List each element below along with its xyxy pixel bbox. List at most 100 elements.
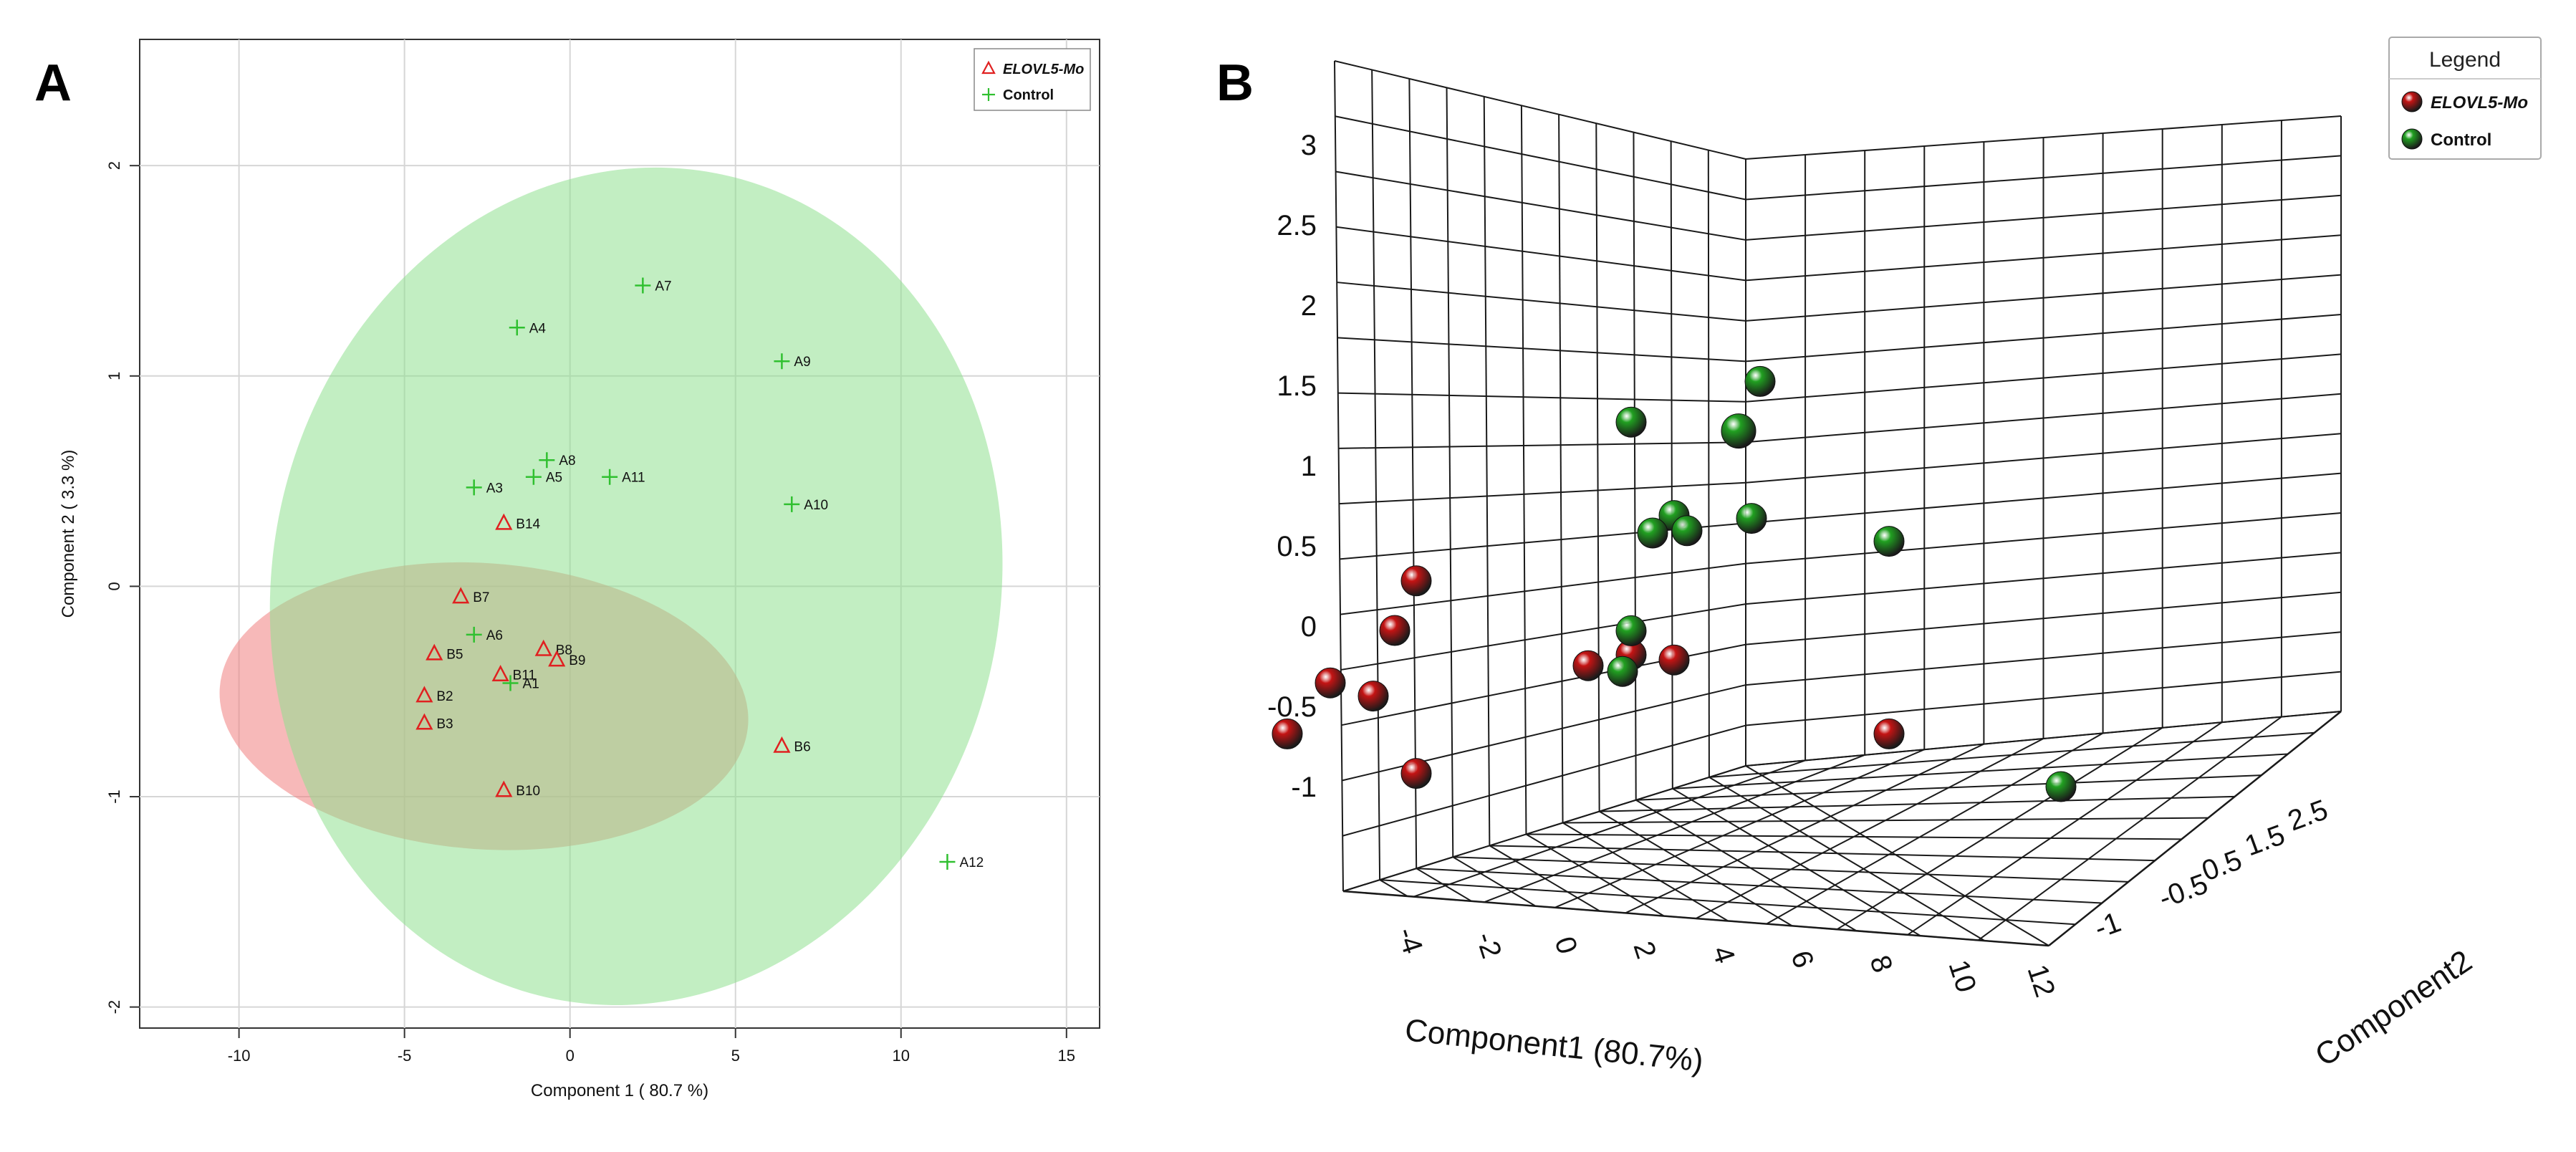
b-left-wall-hline	[1339, 481, 1746, 505]
b-left-wall-hline	[1334, 60, 1746, 160]
b-right-wall-hline	[1745, 433, 2342, 484]
b-floor-line-a	[1525, 833, 1665, 917]
a-point-b2	[415, 686, 433, 703]
b-floor-front-edge	[1342, 890, 2049, 947]
a-point-label-a6: A6	[486, 628, 503, 643]
b-x-tick-label: 0	[1548, 933, 1583, 958]
b-legend-box	[2388, 37, 2542, 160]
b-sphere-control-1	[1615, 406, 1647, 438]
b-sphere-elovl5-mo-4	[1357, 681, 1389, 712]
a-tick-label-y: -1	[105, 789, 123, 804]
b-floor-line-c	[1708, 731, 2315, 778]
b-floor-line-c	[1672, 753, 2288, 789]
a-point-a12	[939, 854, 956, 870]
a-legend-label: ELOVL5-Mo	[1003, 62, 1084, 77]
a-point-a5	[525, 469, 542, 485]
b-sphere-elovl5-mo-5	[1572, 650, 1604, 681]
b-floor-line-a	[1452, 856, 1537, 907]
b-right-wall-hline	[1745, 274, 2342, 322]
b-right-wall-hline	[1745, 552, 2342, 605]
b-x-tick-label: 4	[1706, 942, 1741, 967]
b-sphere-control-8	[1873, 526, 1905, 557]
b-x-tick-label: 6	[1784, 947, 1820, 972]
b-z-tick-label: -1	[1291, 772, 1317, 803]
a-point-b9	[548, 650, 566, 667]
a-point-a9	[774, 353, 790, 370]
a-point-b14	[495, 513, 513, 530]
b-left-wall-hline	[1342, 684, 1746, 782]
b-floor-line-a	[1672, 787, 1921, 937]
panel-b-grid	[1334, 60, 2342, 947]
a-point-a11	[602, 469, 618, 485]
b-floor-line-a	[1745, 765, 2049, 946]
b-z-tick-label: 2	[1301, 290, 1317, 322]
a-point-label-a11: A11	[622, 471, 645, 486]
b-sphere-control-9	[1615, 615, 1647, 646]
b-sphere-elovl5-mo-1	[1400, 565, 1432, 597]
b-left-wall-hline	[1335, 171, 1746, 241]
b-floor-line-a	[1379, 879, 1408, 897]
panel-a-legend: ELOVL5-Mo Control	[974, 48, 1091, 111]
b-left-wall-hline	[1337, 392, 1746, 403]
a-point-label-b3: B3	[436, 716, 453, 731]
a-point-a1	[502, 675, 519, 691]
b-floor-line-b	[1413, 759, 1806, 898]
b-floor-line-b	[1484, 754, 1865, 903]
a-point-a4	[509, 320, 525, 336]
b-floor-line-a	[1599, 810, 1793, 927]
b-floor-line-b	[1554, 749, 1925, 908]
b-floor-line-b	[1342, 765, 1746, 892]
b-floor-line-c	[1453, 856, 2129, 883]
b-sphere-elovl5-mo-8	[1272, 718, 1303, 749]
b-left-wall-vline	[1446, 87, 1454, 858]
b-y-tick-label: 2.5	[2284, 794, 2332, 837]
b-sphere-control-5	[1637, 517, 1668, 549]
b-legend-marker	[2401, 128, 2423, 150]
b-floor-line-c	[1562, 817, 2209, 824]
a-point-b11	[491, 665, 509, 681]
b-left-wall-vline	[1371, 69, 1381, 880]
b-x-tick-label: -2	[1469, 928, 1507, 962]
panel-a-plot-frame	[139, 39, 1100, 1029]
b-right-wall-hline	[1745, 115, 2342, 160]
b-left-wall-vline	[1633, 132, 1637, 800]
a-point-a8	[539, 452, 555, 469]
b-right-wall-hline	[1745, 155, 2342, 201]
a-point-label-a3: A3	[486, 481, 503, 496]
a-tick-label-x: -10	[228, 1047, 251, 1065]
b-floor-line-b	[1836, 726, 2163, 931]
b-right-wall-hline	[1745, 512, 2342, 565]
panel-b-y-axis-label: Component2	[2309, 944, 2478, 1074]
b-sphere-elovl5-mo-2	[1379, 615, 1410, 646]
a-point-b7	[452, 587, 470, 604]
b-legend-title: Legend	[2429, 48, 2501, 72]
a-point-b8	[534, 639, 552, 656]
panel-a-y-axis-label: Component 2 ( 3.3 %)	[59, 450, 78, 618]
b-right-wall-hline	[1745, 234, 2342, 282]
b-legend-marker	[2401, 91, 2423, 112]
a-tick-label-x: 0	[566, 1047, 575, 1065]
b-left-wall-hline	[1340, 562, 1746, 615]
b-sphere-elovl5-mo-3	[1315, 667, 1346, 699]
b-left-wall-hline	[1342, 724, 1746, 837]
a-point-label-b6: B6	[794, 740, 810, 755]
panel-a-ellipses	[219, 167, 1003, 1005]
b-right-wall-hline	[1745, 591, 2342, 645]
a-tick-label-x: -5	[398, 1047, 412, 1065]
b-right-wall-hline	[1745, 472, 2342, 524]
panel-b-legend: Legend ELOVL5-Mo Control	[2388, 37, 2542, 160]
b-right-wall-hline	[1745, 631, 2342, 686]
a-legend-marker-triangle	[981, 60, 996, 75]
b-right-wall-hline	[1745, 671, 2342, 726]
b-left-wall-vline	[1483, 96, 1491, 846]
a-point-a3	[466, 479, 482, 496]
b-y-tick-label: -1	[2090, 906, 2125, 945]
b-left-wall-hline	[1336, 226, 1746, 282]
a-point-label-a10: A10	[804, 498, 828, 513]
a-point-label-a4: A4	[529, 321, 547, 336]
b-left-wall-vline	[1707, 150, 1710, 777]
panel-a-label: A	[34, 54, 72, 112]
